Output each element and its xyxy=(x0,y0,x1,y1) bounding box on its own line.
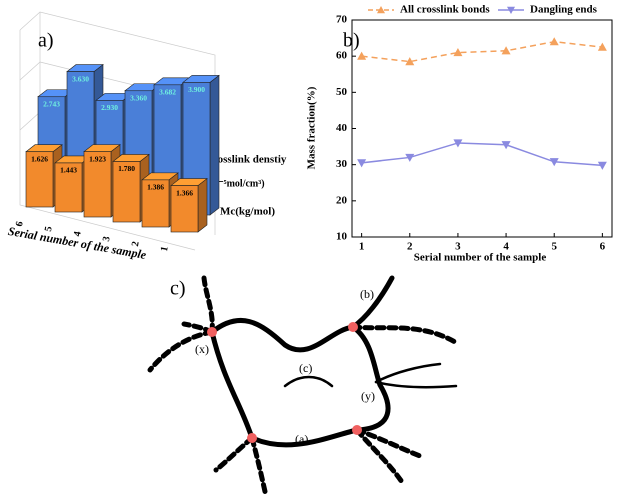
plot-frame xyxy=(352,20,612,237)
marker xyxy=(598,43,607,51)
marker xyxy=(357,159,366,167)
x-tick-label: 5 xyxy=(43,226,55,233)
loose-chain xyxy=(376,364,440,382)
x-tick-label: 5 xyxy=(551,241,557,253)
y-tick-label: 20 xyxy=(336,194,348,206)
y-tick-label: 30 xyxy=(336,158,348,170)
x-axis-title: Serial number of the sample xyxy=(414,252,547,264)
crosslink xyxy=(348,322,358,332)
y-tick-label: 10 xyxy=(336,231,348,243)
x-tick-label: 2 xyxy=(130,241,142,248)
crosslink xyxy=(247,433,257,443)
x-tick-label: 4 xyxy=(503,241,509,253)
data-line xyxy=(362,143,603,165)
marker xyxy=(357,52,366,60)
dangling-chain xyxy=(252,438,266,496)
marker xyxy=(550,37,559,45)
box-edge xyxy=(20,62,40,80)
value-label: 2.743 xyxy=(43,99,60,108)
loose-chain xyxy=(376,382,456,387)
x-axis-title: Serial number of the sample xyxy=(7,224,148,262)
dangling-chain xyxy=(204,278,212,332)
x-tick-label: 1 xyxy=(359,241,365,253)
value-label: 1.386 xyxy=(147,183,164,192)
x-tick-label: 6 xyxy=(14,221,26,228)
value-label: 1.443 xyxy=(60,166,77,175)
bar-side xyxy=(210,75,219,215)
figure: a) Crosslink denstiy (10⁻⁵mol/cm³) Mc(kg… xyxy=(0,0,618,498)
y-tick-label: 50 xyxy=(336,86,348,98)
network-loop xyxy=(212,320,388,445)
chain xyxy=(353,278,392,327)
y-tick-label: 70 xyxy=(336,14,348,26)
diagram xyxy=(150,278,456,496)
value-label: 3.630 xyxy=(72,74,89,83)
diagram-label: (c) xyxy=(299,361,312,375)
x-tick-label: 4 xyxy=(72,231,84,238)
value-label: 1.780 xyxy=(118,164,135,173)
panel-label: a) xyxy=(38,30,54,52)
x-tick-label: 3 xyxy=(101,236,113,243)
diagram-label: (y) xyxy=(361,389,375,403)
panel-label: c) xyxy=(170,278,186,300)
value-label: 1.626 xyxy=(31,154,48,163)
crosslink xyxy=(207,327,217,337)
free-chain xyxy=(285,377,332,386)
legend-label: All crosslink bonds xyxy=(400,4,490,16)
data-line xyxy=(362,42,603,62)
dangling-chain xyxy=(353,327,455,342)
value-label: 3.360 xyxy=(130,93,147,102)
diagram-label: (x) xyxy=(195,342,209,356)
y-axis-title: Mass fraction(%) xyxy=(306,86,318,169)
x-tick-label: 1 xyxy=(159,246,171,253)
diagram-label: (a) xyxy=(295,432,308,446)
crosslink xyxy=(352,425,362,435)
bar-side xyxy=(198,179,207,232)
box-edge xyxy=(20,112,40,130)
diagram-label: (b) xyxy=(360,287,374,301)
y-tick-label: 60 xyxy=(336,50,348,62)
x-tick-label: 3 xyxy=(455,241,461,253)
dangling-chain xyxy=(216,438,252,470)
legend-label: Mc(kg/mol) xyxy=(220,206,275,218)
x-tick-label: 6 xyxy=(600,241,606,253)
y-tick-label: 40 xyxy=(336,122,348,134)
legend-label: Dangling ends xyxy=(530,4,598,16)
bar xyxy=(171,179,207,232)
value-label: 2.930 xyxy=(101,103,118,112)
value-label: 1.366 xyxy=(176,188,193,197)
panel-label: b) xyxy=(343,30,360,52)
value-label: 1.923 xyxy=(89,154,106,163)
value-label: 3.900 xyxy=(188,85,205,94)
x-tick-label: 2 xyxy=(407,241,413,253)
value-label: 3.682 xyxy=(159,88,176,97)
